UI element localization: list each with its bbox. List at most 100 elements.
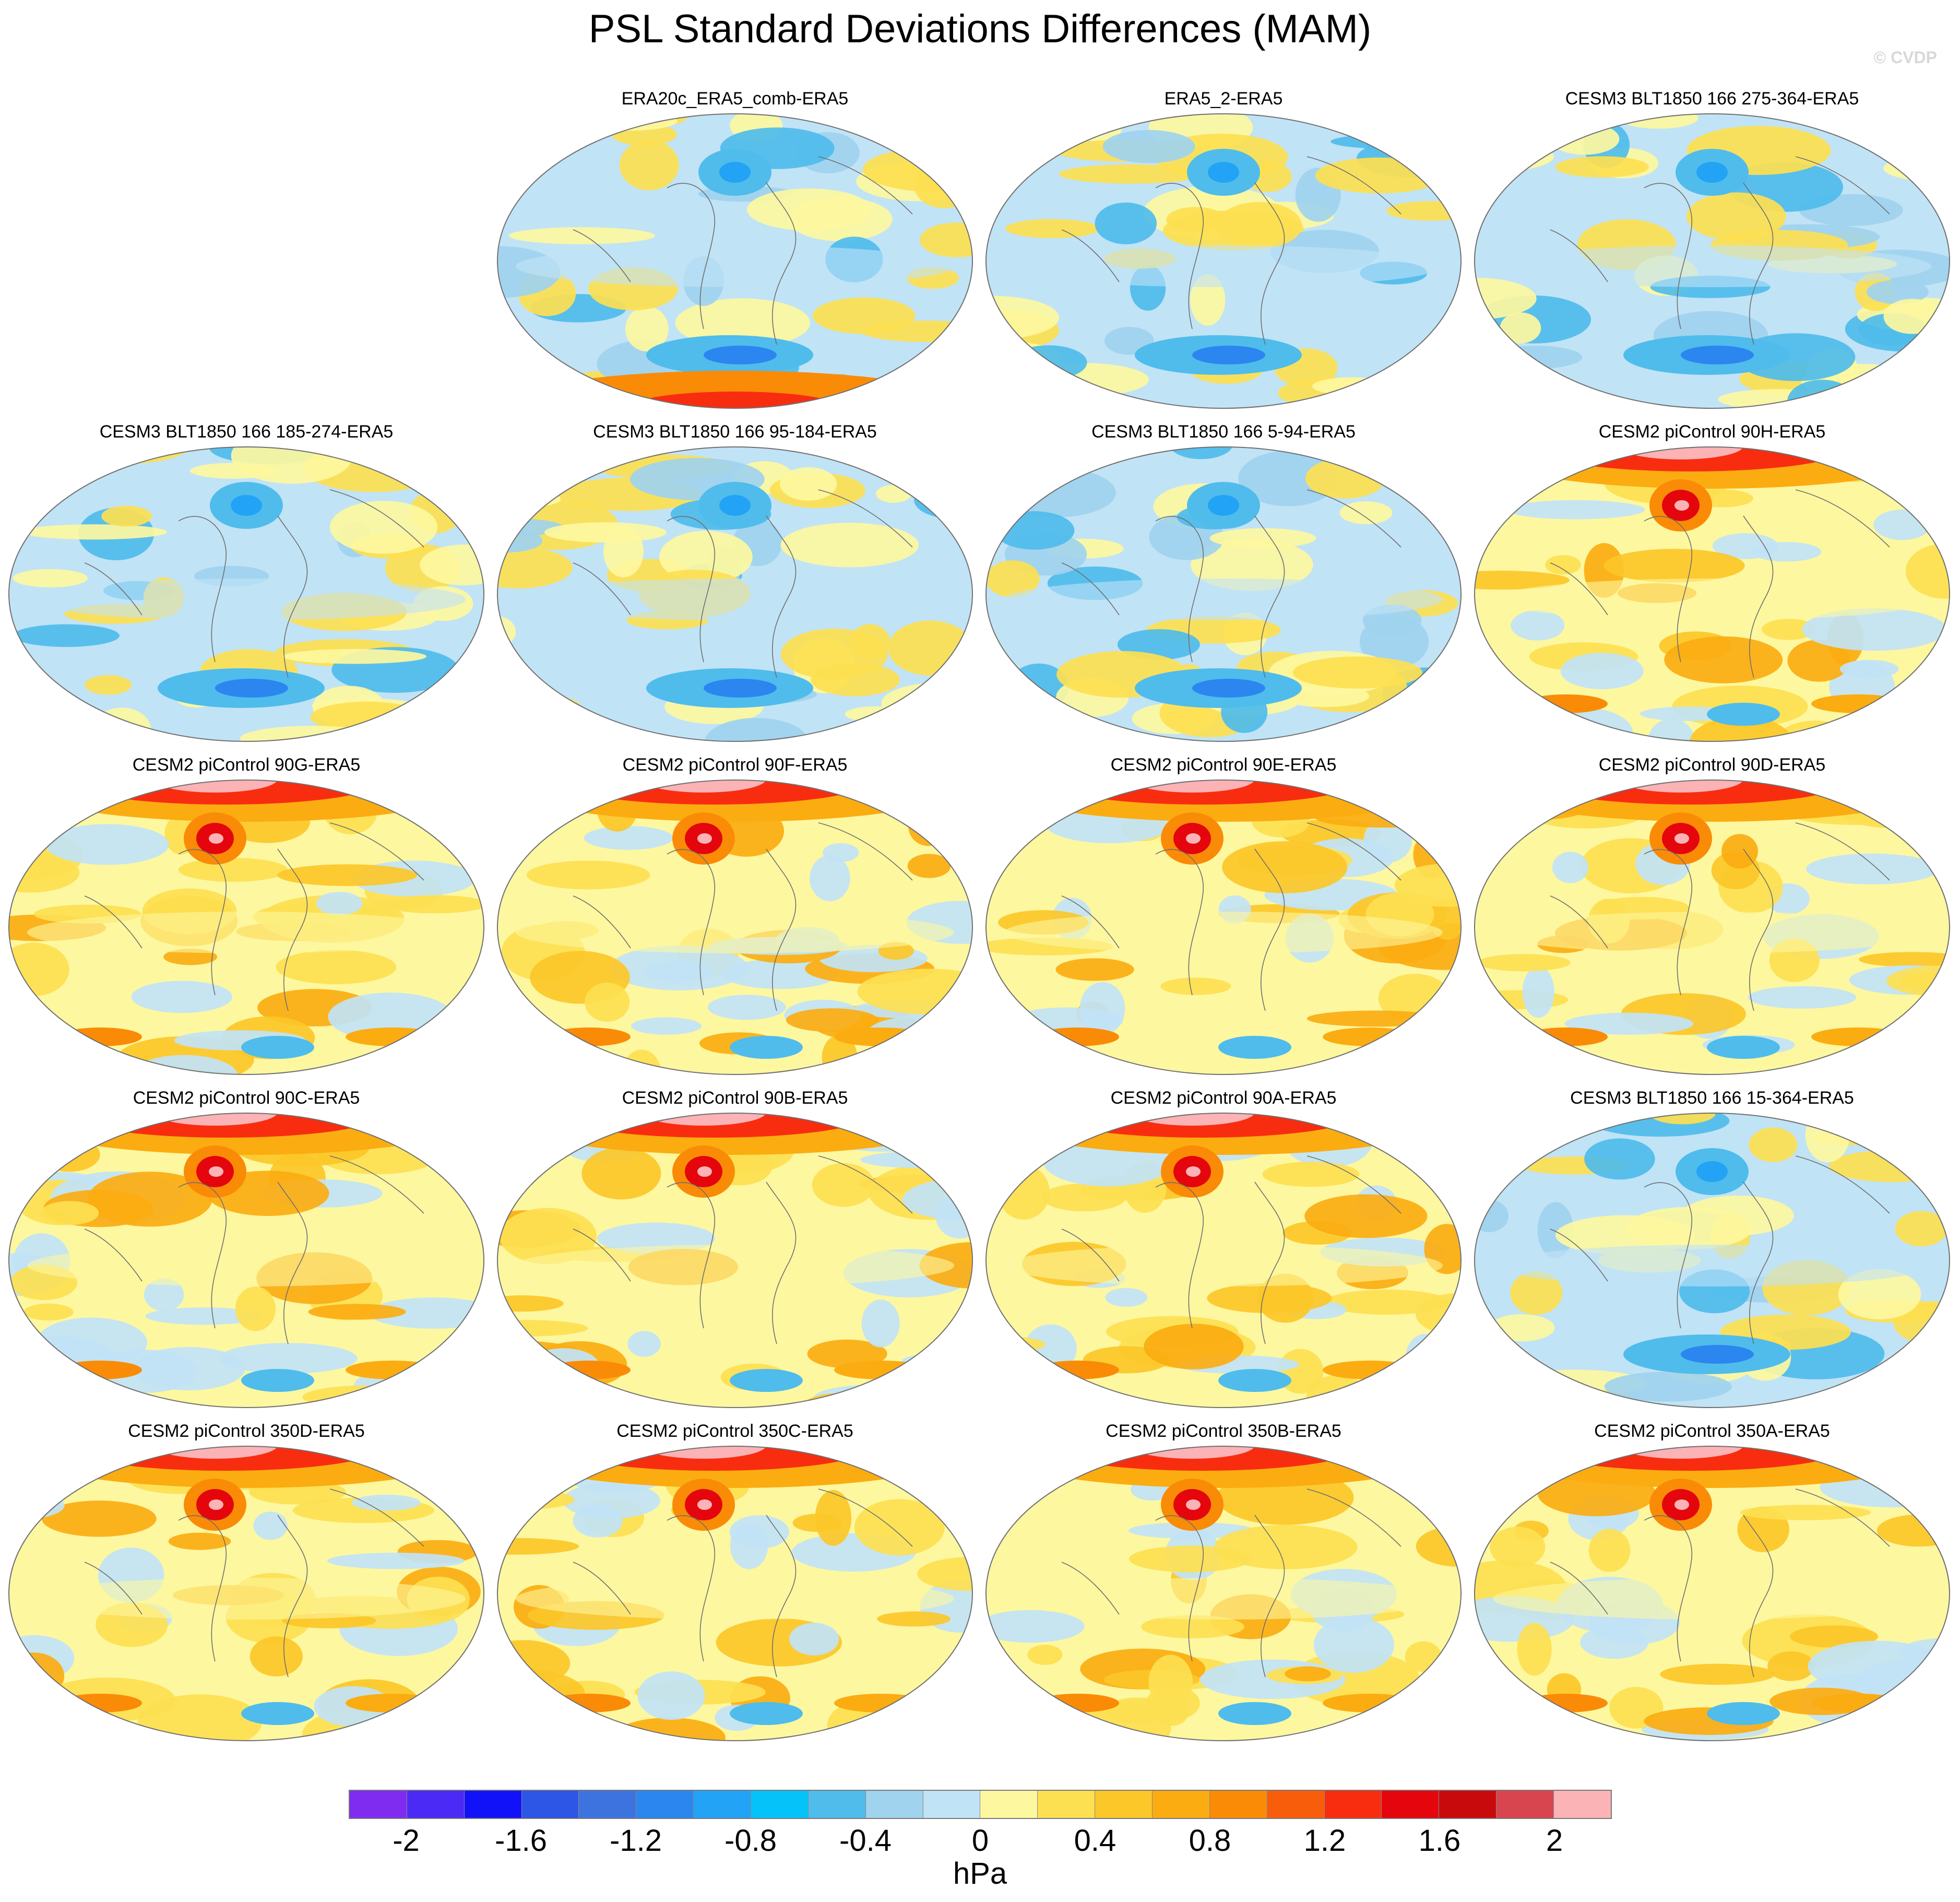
- colorbar-units-label: hPa: [953, 1857, 1007, 1891]
- robinson-map: [8, 1446, 484, 1741]
- colorbar-tick-label: -0.4: [839, 1824, 892, 1858]
- robinson-map: [985, 1113, 1462, 1408]
- panel-title: CESM2 piControl 90G-ERA5: [132, 755, 361, 775]
- colorbar-tick-label: 0.8: [1189, 1824, 1231, 1858]
- panel-title: CESM3 BLT1850 166 15-364-ERA5: [1570, 1088, 1854, 1108]
- robinson-map: [497, 113, 973, 409]
- robinson-map: [985, 1446, 1462, 1741]
- map-panel: ERA5_2-ERA5: [983, 89, 1464, 423]
- coastline: [1550, 156, 1890, 345]
- robinson-map: [985, 113, 1462, 409]
- map-panel: CESM2 piControl 90D-ERA5: [1472, 755, 1952, 1089]
- colorbar-cell: [1324, 1791, 1382, 1818]
- coastline: [1061, 822, 1401, 1011]
- colorbar-cell: [808, 1791, 866, 1818]
- coastline: [1550, 1488, 1890, 1677]
- panel-title: CESM2 piControl 90B-ERA5: [622, 1088, 848, 1108]
- coastline: [84, 822, 424, 1011]
- panel-title: CESM3 BLT1850 166 185-274-ERA5: [99, 422, 394, 442]
- colorbar-cell: [980, 1791, 1038, 1818]
- robinson-map: [1474, 1113, 1950, 1408]
- colorbar-tick-label: 0.4: [1074, 1824, 1116, 1858]
- robinson-map: [1474, 446, 1950, 742]
- colorbar-cell: [1095, 1791, 1153, 1818]
- robinson-map: [497, 1113, 973, 1408]
- map-panel: CESM3 BLT1850 166 185-274-ERA5: [6, 422, 486, 756]
- coastline: [573, 1155, 913, 1344]
- robinson-map: [497, 779, 973, 1075]
- colorbar-cell: [350, 1791, 407, 1818]
- colorbar-cell: [1439, 1791, 1497, 1818]
- coastline: [573, 156, 913, 345]
- panel-title: ERA20c_ERA5_comb-ERA5: [621, 89, 849, 109]
- colorbar-cell: [694, 1791, 752, 1818]
- colorbar-cell: [1209, 1791, 1267, 1818]
- map-panel: CESM2 piControl 350C-ERA5: [495, 1421, 975, 1755]
- panel-title: CESM2 piControl 90H-ERA5: [1598, 422, 1826, 442]
- panel-title: ERA5_2-ERA5: [1164, 89, 1283, 109]
- map-panel: CESM2 piControl 90B-ERA5: [495, 1088, 975, 1422]
- colorbar-cell: [1267, 1791, 1325, 1818]
- colorbar-tick-label: -1.6: [495, 1824, 547, 1858]
- copyright-mark: © CVDP: [1873, 48, 1937, 67]
- colorbar-cell: [1496, 1791, 1554, 1818]
- colorbar-cell: [521, 1791, 579, 1818]
- panel-title: CESM2 piControl 90F-ERA5: [622, 755, 848, 775]
- panel-title: CESM2 piControl 350C-ERA5: [616, 1421, 853, 1441]
- colorbar-tick-label: 1.2: [1303, 1824, 1346, 1858]
- coastline: [1550, 1155, 1890, 1344]
- colorbar-cell: [751, 1791, 809, 1818]
- colorbar: [349, 1790, 1612, 1819]
- robinson-map: [1474, 113, 1950, 409]
- colorbar-cell: [923, 1791, 981, 1818]
- colorbar-cell: [636, 1791, 694, 1818]
- map-panel: CESM2 piControl 90H-ERA5: [1472, 422, 1952, 756]
- panel-title: CESM3 BLT1850 166 275-364-ERA5: [1565, 89, 1859, 109]
- map-panel: CESM2 piControl 350B-ERA5: [983, 1421, 1464, 1755]
- panel-title: CESM3 BLT1850 166 95-184-ERA5: [593, 422, 877, 442]
- coastline: [1550, 822, 1890, 1011]
- colorbar-tick-label: -0.8: [724, 1824, 777, 1858]
- panel-title: CESM2 piControl 90E-ERA5: [1110, 755, 1337, 775]
- colorbar-cell: [464, 1791, 522, 1818]
- panel-title: CESM2 piControl 90D-ERA5: [1598, 755, 1826, 775]
- colorbar-tick-label: 2: [1546, 1824, 1563, 1858]
- coastline: [1061, 489, 1401, 678]
- map-panel: CESM3 BLT1850 166 95-184-ERA5: [495, 422, 975, 756]
- map-panel: CESM2 piControl 90A-ERA5: [983, 1088, 1464, 1422]
- map-panel: ERA20c_ERA5_comb-ERA5: [495, 89, 975, 423]
- robinson-map: [497, 1446, 973, 1741]
- robinson-map: [985, 446, 1462, 742]
- panel-title: CESM2 piControl 350A-ERA5: [1594, 1421, 1830, 1441]
- map-panel: CESM2 piControl 90F-ERA5: [495, 755, 975, 1089]
- robinson-map: [8, 1113, 484, 1408]
- colorbar-cell: [865, 1791, 923, 1818]
- colorbar-tick-label: -2: [393, 1824, 420, 1858]
- map-panel: CESM2 piControl 350A-ERA5: [1472, 1421, 1952, 1755]
- colorbar-cell: [1554, 1791, 1611, 1818]
- coastline: [573, 1488, 913, 1677]
- map-panel: CESM2 piControl 90G-ERA5: [6, 755, 486, 1089]
- colorbar-cell: [579, 1791, 637, 1818]
- coastline: [1061, 1488, 1401, 1677]
- coastline: [84, 1488, 424, 1677]
- coastline: [573, 489, 913, 678]
- colorbar-cell: [1038, 1791, 1096, 1818]
- colorbar-cell: [1382, 1791, 1440, 1818]
- colorbar-cell: [407, 1791, 465, 1818]
- coastline: [84, 1155, 424, 1344]
- map-panel: CESM2 piControl 350D-ERA5: [6, 1421, 486, 1755]
- colorbar-tick-label: 0: [971, 1824, 989, 1858]
- robinson-map: [8, 779, 484, 1075]
- figure-title: PSL Standard Deviations Differences (MAM…: [588, 7, 1372, 51]
- colorbar-cell: [1153, 1791, 1210, 1818]
- coastline: [573, 822, 913, 1011]
- robinson-map: [1474, 779, 1950, 1075]
- map-panel: CESM3 BLT1850 166 15-364-ERA5: [1472, 1088, 1952, 1422]
- panel-title: CESM2 piControl 90A-ERA5: [1110, 1088, 1337, 1108]
- map-panel: CESM2 piControl 90E-ERA5: [983, 755, 1464, 1089]
- map-panel: CESM3 BLT1850 166 275-364-ERA5: [1472, 89, 1952, 423]
- map-panel: CESM3 BLT1850 166 5-94-ERA5: [983, 422, 1464, 756]
- coastline: [1061, 156, 1401, 345]
- panel-title: CESM2 piControl 90C-ERA5: [133, 1088, 360, 1108]
